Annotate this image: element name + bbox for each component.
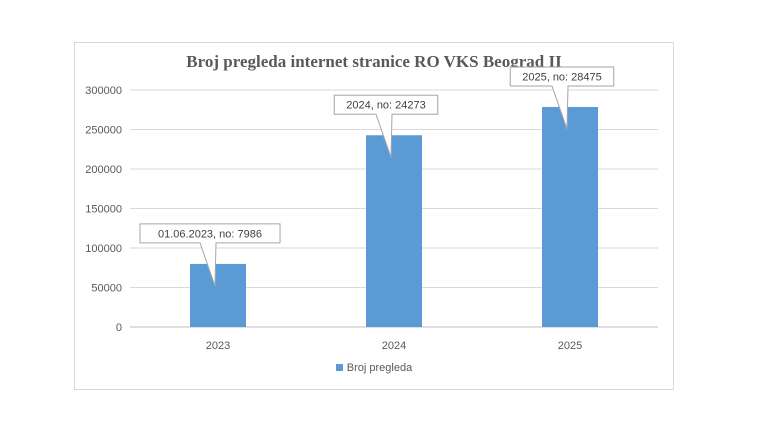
bar-2024 [366,135,422,327]
chart-title: Broj pregleda internet stranice RO VKS B… [186,52,562,71]
legend: Broj pregleda [74,362,674,374]
data-labels: 01.06.2023, no: 7986 2024, no: 24273 2025,… [139,66,615,287]
legend-swatch [335,363,343,371]
callout-box [333,94,439,158]
legend-label: Broj pregleda [346,362,413,374]
x-axis-ticks: 2023 2024 2025 [206,340,582,352]
y-tick-label: 200000 [85,164,122,176]
y-tick-label: 50000 [91,283,122,295]
y-tick-label: 100000 [85,243,122,255]
data-label-2025: 2025, no: 28475 [509,66,615,130]
callout-box [139,223,281,287]
bar-2025 [542,106,598,327]
y-axis-ticks: 0 50000 100000 150000 200000 250000 300000 [85,85,122,334]
y-tick-label: 300000 [85,85,122,97]
data-label-text: 2025, no: 28475 [522,71,602,83]
x-tick-label: 2023 [206,340,230,352]
y-tick-label: 250000 [85,125,122,137]
y-tick-label: 150000 [85,204,122,216]
data-label-2023: 01.06.2023, no: 7986 [139,223,281,287]
bars [190,106,598,327]
data-label-text: 01.06.2023, no: 7986 [158,228,262,240]
x-tick-label: 2025 [558,340,582,352]
data-label-2024: 2024, no: 24273 [333,94,439,158]
y-tick-label: 0 [116,322,122,334]
bar-2023 [190,263,246,327]
x-tick-label: 2024 [382,340,406,352]
data-label-text: 2024, no: 24273 [346,100,426,112]
callout-box [509,66,615,130]
